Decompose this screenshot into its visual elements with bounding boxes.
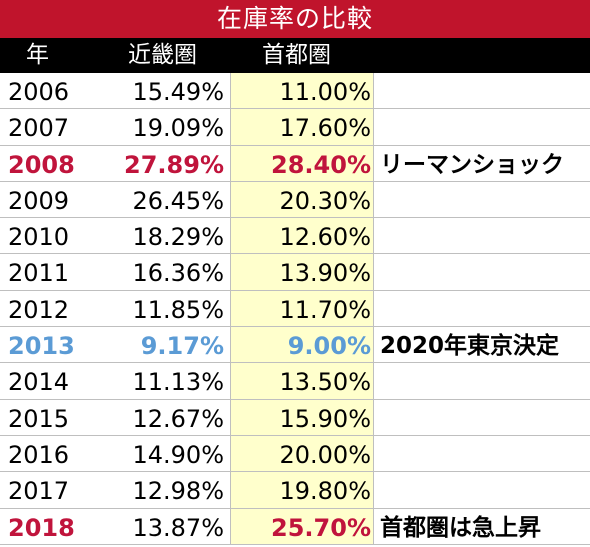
year-cell: 2015 <box>8 404 70 433</box>
year-cell: 2006 <box>8 78 70 106</box>
kinki-cell: 16.36% <box>132 259 224 288</box>
table-row-lehman: 2008 27.89% 28.40% リーマンショック <box>0 146 590 182</box>
year-cell: 2007 <box>8 114 70 143</box>
table-body: 2006 15.49% 11.00% 2007 19.09% 17.60% 20… <box>0 73 590 545</box>
header-year: 年 <box>26 42 49 68</box>
table-row: 2006 15.49% 11.00% <box>0 73 590 110</box>
column-divider <box>230 73 231 545</box>
kinki-cell: 9.17% <box>140 332 224 361</box>
kinki-cell: 27.89% <box>124 150 224 179</box>
table-row: 2012 11.85% 11.70% <box>0 291 590 328</box>
shuto-cell: 28.40% <box>271 150 371 179</box>
shuto-column-highlight <box>230 73 373 545</box>
table-row: 2015 12.67% 15.90% <box>0 400 590 436</box>
year-cell: 2010 <box>8 223 70 252</box>
kinki-cell: 15.49% <box>132 78 224 106</box>
shuto-cell: 11.00% <box>279 78 371 106</box>
shuto-cell: 25.70% <box>271 513 371 542</box>
table-row: 2011 16.36% 13.90% <box>0 254 590 291</box>
table-row: 2016 14.90% 20.00% <box>0 436 590 473</box>
year-cell: 2018 <box>8 513 75 542</box>
kinki-cell: 26.45% <box>132 186 224 215</box>
header-shuto: 首都圏 <box>262 42 331 68</box>
year-cell: 2008 <box>8 150 75 179</box>
kinki-cell: 12.67% <box>132 404 224 433</box>
kinki-cell: 14.90% <box>132 440 224 469</box>
shuto-cell: 15.90% <box>279 404 371 433</box>
year-cell: 2016 <box>8 440 70 469</box>
year-cell: 2014 <box>8 368 70 397</box>
column-divider <box>373 73 374 545</box>
table-row: 2009 26.45% 20.30% <box>0 182 590 219</box>
shuto-cell: 17.60% <box>279 114 371 143</box>
year-cell: 2009 <box>8 186 70 215</box>
kinki-cell: 11.85% <box>132 295 224 324</box>
shuto-cell: 19.80% <box>279 477 371 506</box>
header-row: 年 近畿圏 首都圏 <box>0 38 590 73</box>
shuto-cell: 20.30% <box>279 186 371 215</box>
year-cell: 2013 <box>8 332 75 361</box>
table-title: 在庫率の比較 <box>0 0 590 38</box>
shuto-cell: 20.00% <box>279 440 371 469</box>
year-cell: 2012 <box>8 295 70 324</box>
table-row: 2014 11.13% 13.50% <box>0 363 590 400</box>
shuto-cell: 12.60% <box>279 223 371 252</box>
table-row: 2010 18.29% 12.60% <box>0 218 590 255</box>
table-row: 2007 19.09% 17.60% <box>0 109 590 146</box>
note-cell: リーマンショック <box>380 151 564 178</box>
note-cell: 2020年東京決定 <box>380 333 560 360</box>
year-cell: 2017 <box>8 477 70 506</box>
table-row-olympics: 2013 9.17% 9.00% 2020年東京決定 <box>0 327 590 364</box>
kinki-cell: 13.87% <box>132 513 224 542</box>
note-cell: 首都圏は急上昇 <box>380 514 541 541</box>
table-row-surge: 2018 13.87% 25.70% 首都圏は急上昇 <box>0 509 590 545</box>
kinki-cell: 18.29% <box>132 223 224 252</box>
kinki-cell: 19.09% <box>132 114 224 143</box>
kinki-cell: 12.98% <box>132 477 224 506</box>
kinki-cell: 11.13% <box>132 368 224 397</box>
header-kinki: 近畿圏 <box>128 42 197 68</box>
shuto-cell: 13.90% <box>279 259 371 288</box>
shuto-cell: 13.50% <box>279 368 371 397</box>
year-cell: 2011 <box>8 259 70 288</box>
shuto-cell: 11.70% <box>279 295 371 324</box>
table-row: 2017 12.98% 19.80% <box>0 472 590 509</box>
shuto-cell: 9.00% <box>287 332 371 361</box>
